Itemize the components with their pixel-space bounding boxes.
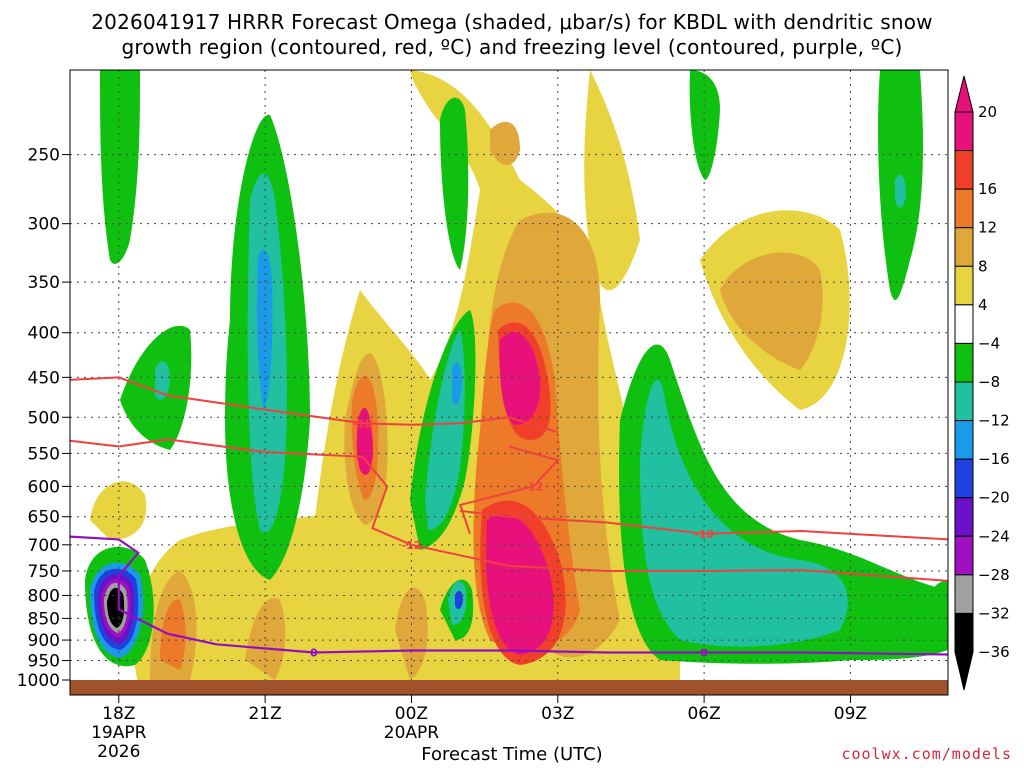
colorbar-label-2: 12 <box>978 219 997 237</box>
y-tick-label-350: 350 <box>28 273 60 293</box>
colorbar-swatch-13 <box>954 612 974 653</box>
omega-sinking-green-upper <box>440 97 469 270</box>
omega-rising-yellow-upper <box>584 70 640 291</box>
ground-surface <box>70 680 948 695</box>
colorbar: 20 16 12 8 4 −4 −8 −12 −16 −20 −24 −28 −32 −36 <box>954 75 1010 691</box>
omega-rising-pink-lower <box>485 514 554 655</box>
colorbar-swatch-12 <box>954 574 974 614</box>
omega-sinking-blue-00z <box>452 362 462 405</box>
y-tick-label-600: 600 <box>28 477 60 497</box>
colorbar-bottom-arrow <box>954 651 974 691</box>
dendritic-contour-label-1: -12 <box>402 539 422 552</box>
dendritic-contour-2 <box>460 509 948 541</box>
x-tick-sublabel-0-1: 2026 <box>97 742 140 762</box>
y-tick-label-300: 300 <box>28 215 60 235</box>
plot-frame <box>69 69 949 696</box>
colorbar-label-4: 4 <box>978 296 988 314</box>
y-tick-label-400: 400 <box>28 324 60 344</box>
y-tick-label-450: 450 <box>28 368 60 388</box>
x-tick-label-3: 03Z <box>541 704 574 724</box>
dendritic-contour-1 <box>70 438 948 582</box>
y-tick-label-900: 900 <box>28 631 60 651</box>
colorbar-swatch-10 <box>954 497 974 537</box>
site-credit: coolwx.com/models <box>841 745 1012 763</box>
omega-rising-orange-right <box>720 252 823 370</box>
x-tick-sublabel-2-0: 20APR <box>384 723 440 743</box>
y-tick-label-700: 700 <box>28 536 60 556</box>
colorbar-swatch-4 <box>954 265 974 306</box>
y-tick-label-250: 250 <box>28 146 60 166</box>
colorbar-label-12: −32 <box>978 604 1010 622</box>
y-axis: 2503003504004505005506006507007508008509… <box>17 146 70 691</box>
y-tick-label-750: 750 <box>28 562 60 582</box>
omega-sinking-green-18z <box>100 70 140 264</box>
x-tick-label-4: 06Z <box>687 704 720 724</box>
colorbar-swatch-7 <box>954 381 974 422</box>
dendritic-contour-label-3: -12 <box>523 480 543 493</box>
colorbar-swatch-9 <box>954 458 974 499</box>
colorbar-swatch-11 <box>954 535 974 576</box>
omega-sinking-green-0430 <box>689 70 720 180</box>
omega-rising-yellow-small <box>90 481 147 540</box>
omega-sinking-teal-06z <box>640 380 848 647</box>
x-tick-sublabel-0-0: 19APR <box>91 723 147 743</box>
y-tick-label-850: 850 <box>28 609 60 629</box>
colorbar-label-9: −20 <box>978 489 1010 507</box>
y-tick-label-800: 800 <box>28 586 60 606</box>
colorbar-label-7: −12 <box>978 412 1010 430</box>
chart-title-line2: growth region (contoured, red, ºC) and f… <box>121 35 903 59</box>
colorbar-swatch-3 <box>954 227 974 267</box>
dendritic-contour-3 <box>458 445 560 535</box>
colorbar-label-5: −4 <box>978 334 1000 352</box>
x-tick-label-0: 18Z <box>102 704 135 724</box>
colorbar-label-6: −8 <box>978 373 1000 391</box>
colorbar-label-11: −28 <box>978 566 1010 584</box>
chart-title-line1: 2026041917 HRRR Forecast Omega (shaded, … <box>91 10 933 34</box>
x-tick-label-1: 21Z <box>248 704 281 724</box>
freezing-level-label-0: 0 <box>310 646 318 659</box>
freezing-level-label-1: 0 <box>700 646 708 659</box>
colorbar-swatch-2 <box>954 188 974 229</box>
omega-rising-pink-upper <box>499 332 541 425</box>
freezing-level-contour <box>70 535 948 656</box>
omega-rising-pink-col <box>356 407 373 475</box>
colorbar-label-0: 20 <box>978 103 997 121</box>
omega-rising-orange-21z <box>245 598 286 680</box>
colorbar-label-1: 16 <box>978 180 997 198</box>
y-tick-label-950: 950 <box>28 652 60 672</box>
colorbar-swatch-5 <box>954 304 974 344</box>
colorbar-top-arrow <box>954 75 974 113</box>
colorbar-label-10: −24 <box>978 527 1010 545</box>
colorbar-swatch-1 <box>954 150 974 190</box>
omega-sinking-green-edge <box>915 580 948 650</box>
y-tick-label-500: 500 <box>28 408 60 428</box>
colorbar-label-13: −36 <box>978 643 1010 661</box>
y-tick-label-1000: 1000 <box>17 671 60 691</box>
x-tick-label-2: 00Z <box>395 704 428 724</box>
colorbar-swatch-0 <box>954 111 974 152</box>
dendritic-contour-label-2: -18 <box>694 528 714 541</box>
colorbar-label-3: 8 <box>978 257 988 275</box>
y-tick-label-550: 550 <box>28 444 60 464</box>
colorbar-swatch-8 <box>954 420 974 460</box>
x-tick-label-5: 09Z <box>834 704 867 724</box>
omega-rising-orange-00z <box>395 587 428 680</box>
x-axis-title: Forecast Time (UTC) <box>421 744 603 765</box>
omega-sinking-teal-10z <box>895 175 906 208</box>
omega-sinking-teal-1830 <box>155 361 170 400</box>
colorbar-label-8: −16 <box>978 450 1010 468</box>
colorbar-swatch-6 <box>954 342 974 383</box>
y-tick-label-650: 650 <box>28 508 60 528</box>
omega-shading <box>85 70 948 690</box>
dendritic-contour-0 <box>70 376 559 434</box>
contour-lines: -18 -12 -18 -12 0 0 <box>70 376 948 659</box>
dendritic-contour-label-0: -18 <box>353 417 373 430</box>
